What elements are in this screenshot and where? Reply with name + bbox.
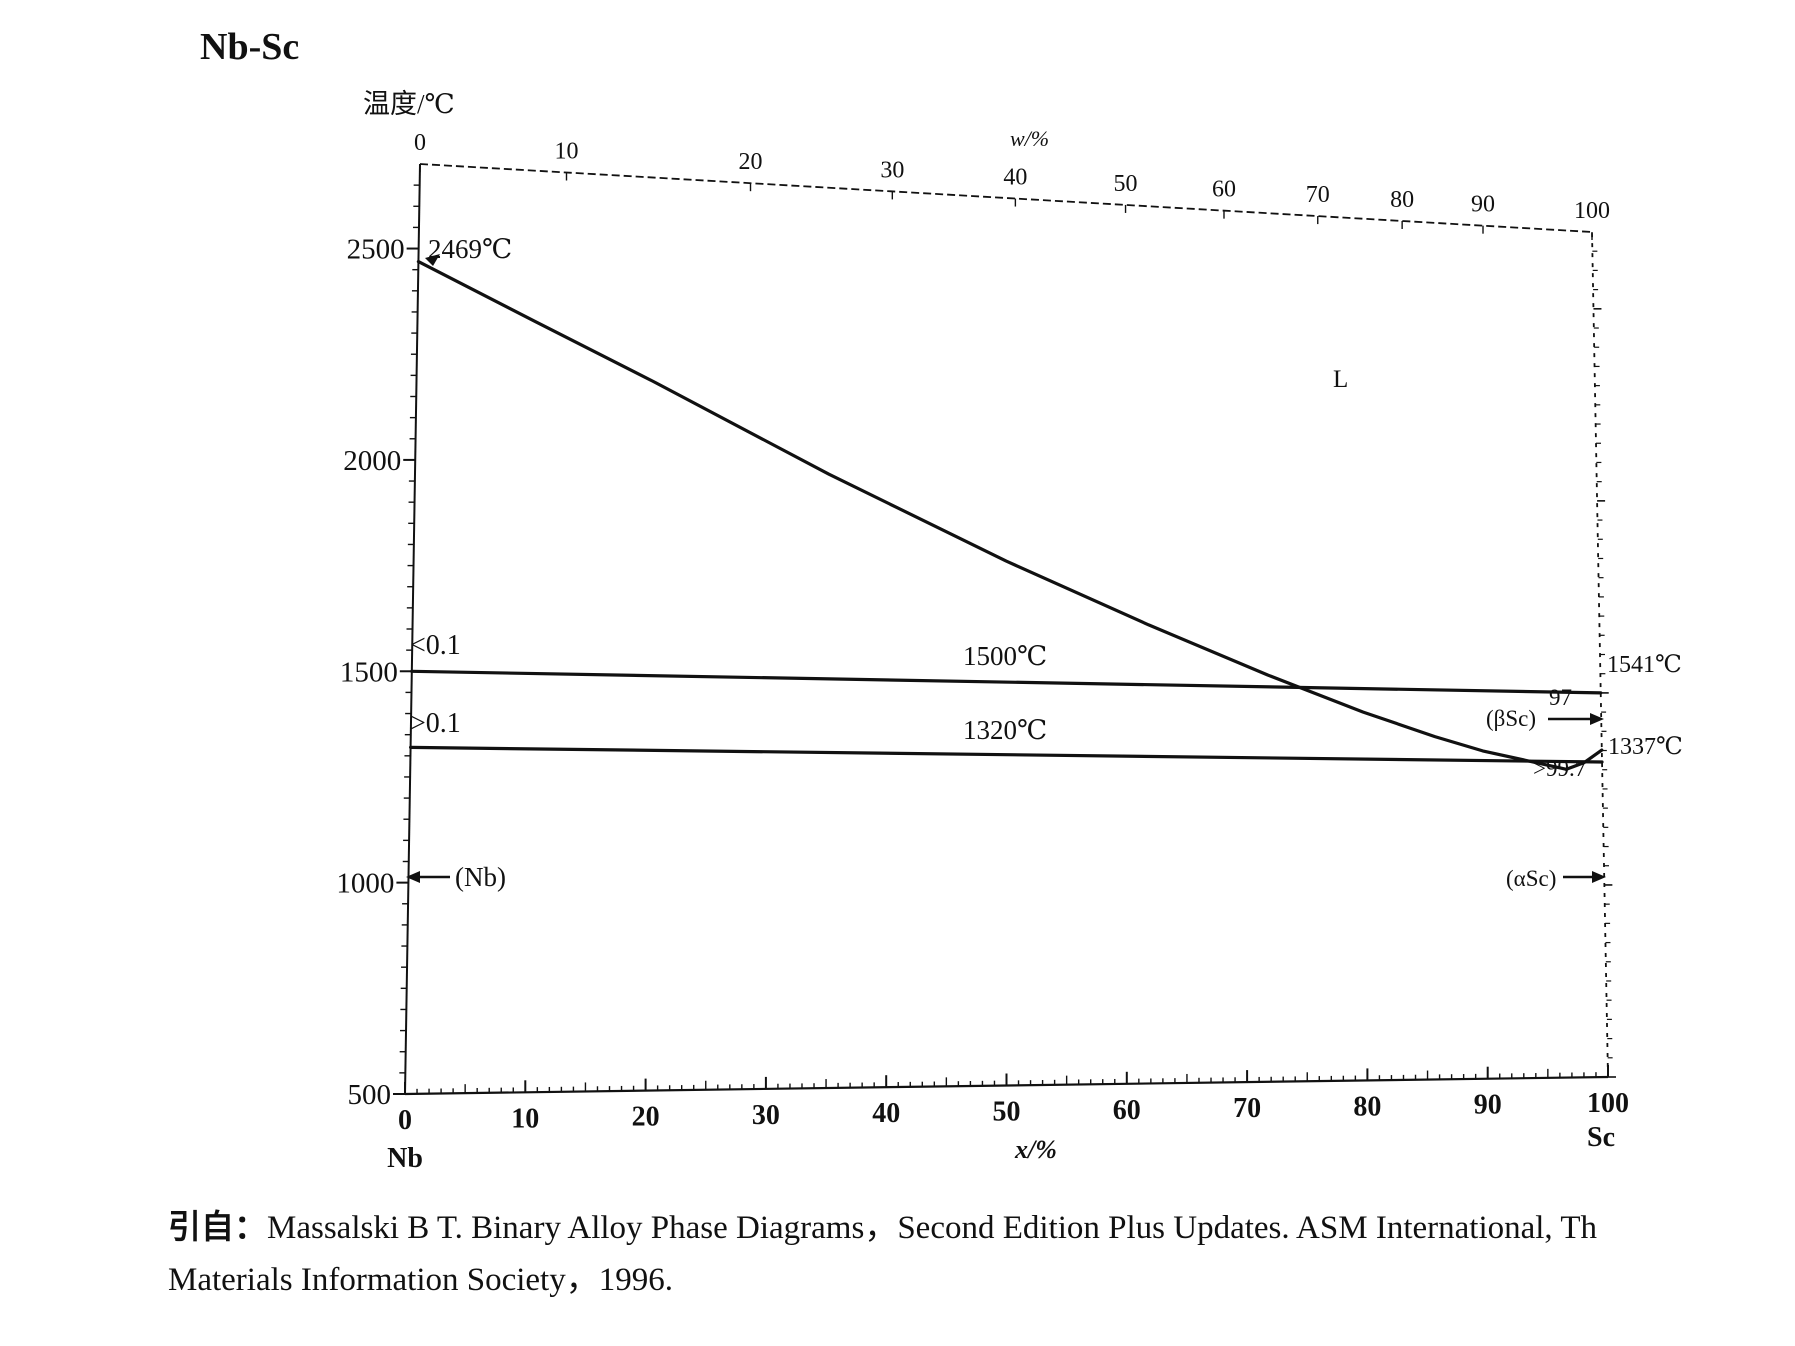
- alpha-sc-phase-label: (αSc): [1506, 866, 1556, 891]
- x-tick-label-70: 70: [1233, 1093, 1261, 1124]
- y-axis-ticks: 500 1000 1500 2000 2500: [336, 184, 1616, 1111]
- isotherm-line-2: [410, 669, 1603, 695]
- top-tick-label-0: 0: [414, 130, 426, 156]
- x-tick-label-100: 100: [1587, 1088, 1629, 1119]
- nb-phase-label: (Nb): [455, 862, 506, 892]
- x-tick-label-0: 0: [398, 1105, 412, 1136]
- source-citation-line-1: 引自：Massalski B T. Binary Alloy Phase Dia…: [168, 1209, 1597, 1246]
- x-tick-label-50: 50: [993, 1097, 1021, 1128]
- series-layer: [409, 260, 1604, 771]
- y-tick-label-1500: 1500: [340, 656, 398, 688]
- x-tick-label-40: 40: [872, 1098, 900, 1129]
- source-citation-line-2: Materials Information Society，1996.: [168, 1262, 673, 1298]
- x-tick-label-60: 60: [1113, 1095, 1141, 1126]
- top-tick-label-80: 80: [1390, 187, 1414, 213]
- nb-melting-point-label: 2469℃: [428, 234, 512, 264]
- sc-solubility-label: >99.7: [1533, 756, 1586, 781]
- sc-melting-point-label: 1541℃: [1607, 652, 1682, 678]
- solubility-label-1320: >0.1: [410, 708, 461, 739]
- sc-transformation-label: 1337℃: [1608, 734, 1683, 760]
- top-axis-ticks: 0 10 20 30 40 50 60 70 80 90 100: [414, 130, 1610, 240]
- nb-phase-arrowhead: [406, 871, 420, 883]
- x-tick-label-80: 80: [1353, 1091, 1381, 1122]
- top-tick-label-10: 10: [555, 139, 579, 165]
- top-tick-label-40: 40: [1003, 165, 1027, 191]
- top-tick-label-30: 30: [880, 157, 904, 183]
- left-end-label: Nb: [387, 1143, 423, 1174]
- solubility-label-1500: <0.1: [410, 630, 461, 661]
- beta-sc-phase-label: (βSc): [1486, 706, 1536, 731]
- x-tick-label-20: 20: [632, 1102, 660, 1133]
- top-tick-label-50: 50: [1114, 171, 1138, 197]
- top-tick-label-100: 100: [1574, 198, 1610, 224]
- isotherm-1500-label: 1500℃: [963, 641, 1047, 671]
- top-axis-label: w/%: [1010, 126, 1049, 151]
- y-tick-label-500: 500: [348, 1079, 392, 1111]
- x-tick-label-90: 90: [1474, 1090, 1502, 1121]
- y-tick-label-2500: 2500: [347, 234, 405, 266]
- top-tick-label-90: 90: [1471, 192, 1495, 218]
- eutectic-composition-label: 97: [1549, 685, 1572, 710]
- figure-title: Nb-Sc: [200, 26, 299, 68]
- y-tick-label-1000: 1000: [336, 868, 394, 900]
- x-tick-label-30: 30: [752, 1100, 780, 1131]
- right-end-label: Sc: [1587, 1122, 1615, 1153]
- liquidus-line-0: [416, 260, 1569, 771]
- top-axis-line: [419, 163, 1593, 233]
- source-text-1: Massalski B T. Binary Alloy Phase Diagra…: [267, 1210, 1597, 1246]
- x-axis-ticks: 0 10 20 30 40 50 60 70 80 90 100: [398, 1065, 1629, 1136]
- y-axis-label: 温度/℃: [363, 89, 455, 119]
- x-axis-label: x/%: [1014, 1135, 1057, 1164]
- top-tick-label-70: 70: [1306, 182, 1330, 208]
- liquid-region-label: L: [1333, 366, 1348, 393]
- isotherm-1320-label: 1320℃: [963, 715, 1047, 745]
- melt-point-arrow: [425, 254, 440, 266]
- top-tick-label-60: 60: [1212, 177, 1236, 203]
- source-prefix: 引自：: [168, 1209, 267, 1246]
- y-tick-label-2000: 2000: [343, 445, 401, 477]
- alpha-sc-arrowhead: [1592, 871, 1606, 883]
- x-tick-label-10: 10: [511, 1103, 539, 1134]
- beta-sc-arrowhead: [1590, 713, 1604, 725]
- top-tick-label-20: 20: [739, 149, 763, 175]
- isotherm-line-3: [409, 745, 1604, 764]
